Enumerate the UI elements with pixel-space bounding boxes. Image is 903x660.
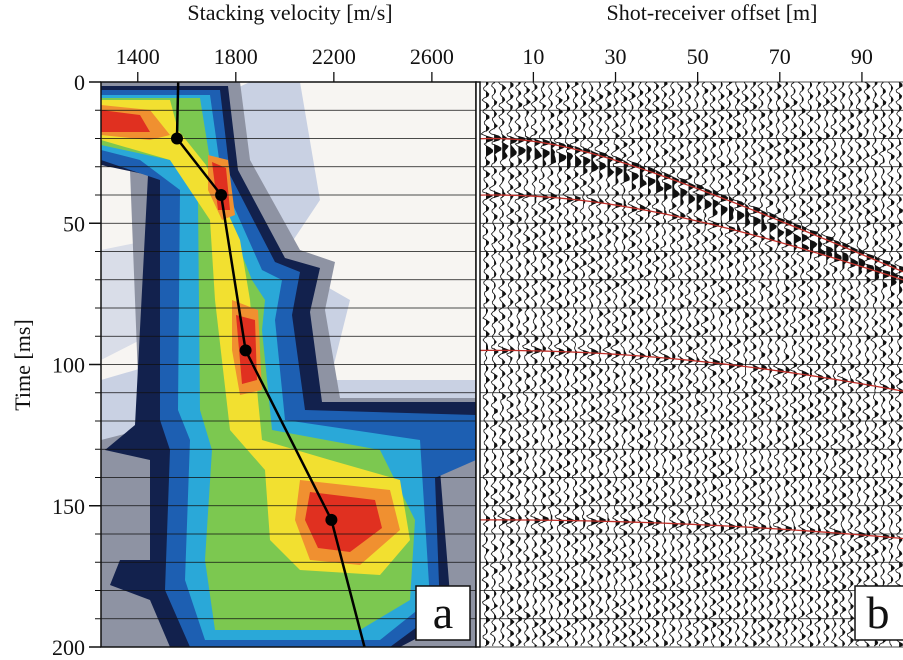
x-tick-label: 30 [605,44,627,69]
wiggle-trace [723,82,736,647]
wiggle-trace [683,82,697,647]
wiggle-trace [860,82,875,647]
y-tick-label: 150 [52,494,85,519]
reflection-hyperbola [479,519,903,540]
wiggle-trace [732,82,745,647]
x-tick-label: 70 [769,44,791,69]
reflection-hyperbola [479,349,903,392]
wiggle-trace [585,82,600,647]
y-tick-label: 100 [52,353,85,378]
x-tick-label: 2200 [312,44,356,69]
velocity-pick [239,344,252,357]
panel-a-label: a [433,587,453,638]
wiggle-trace [707,82,721,647]
panel-a: 0 50 100 150 200 1400 1800 2200 2600 [52,44,476,660]
x-tick-label: 2600 [410,44,454,69]
x-tick-label: 1800 [214,44,258,69]
panel-divider [475,81,481,648]
wiggle-trace [820,82,834,647]
panel-a-label-box [415,585,471,641]
y-tick-label: 0 [74,70,85,95]
wiggle-trace [813,82,826,647]
panel-b-label-box [854,585,903,641]
wiggle-trace [853,82,866,647]
x-tick-label: 50 [687,44,709,69]
reflection-hyperbola [479,194,903,281]
wiggle-trace [757,82,769,647]
velocity-pick [170,132,183,145]
wiggle-trace [675,82,689,647]
y-axis-label: Time [ms] [10,319,35,410]
panel-a-title: Stacking velocity [m/s] [187,0,392,25]
velocity-pick [325,513,338,526]
wiggle-trace [488,82,502,647]
x-tick-label: 10 [522,44,544,69]
x-tick-label: 1400 [116,44,160,69]
panel-b-title: Shot-receiver offset [m] [607,0,818,25]
wiggle-trace [692,82,705,647]
wiggle-trace [497,82,510,647]
velocity-pick [215,189,228,201]
panel-b: 10 30 50 70 90 [479,44,903,648]
panel-b-label: b [867,587,890,638]
velocity-function [175,81,366,648]
y-tick-label: 200 [52,635,85,660]
y-tick-label: 50 [63,211,85,236]
wiggle-trace [619,82,631,647]
x-tick-label: 90 [851,44,873,69]
wiggle-trace [553,82,567,647]
wiggle-trace [594,82,607,647]
wiggle-trace [667,82,680,647]
reflection-hyperbola [479,137,903,273]
